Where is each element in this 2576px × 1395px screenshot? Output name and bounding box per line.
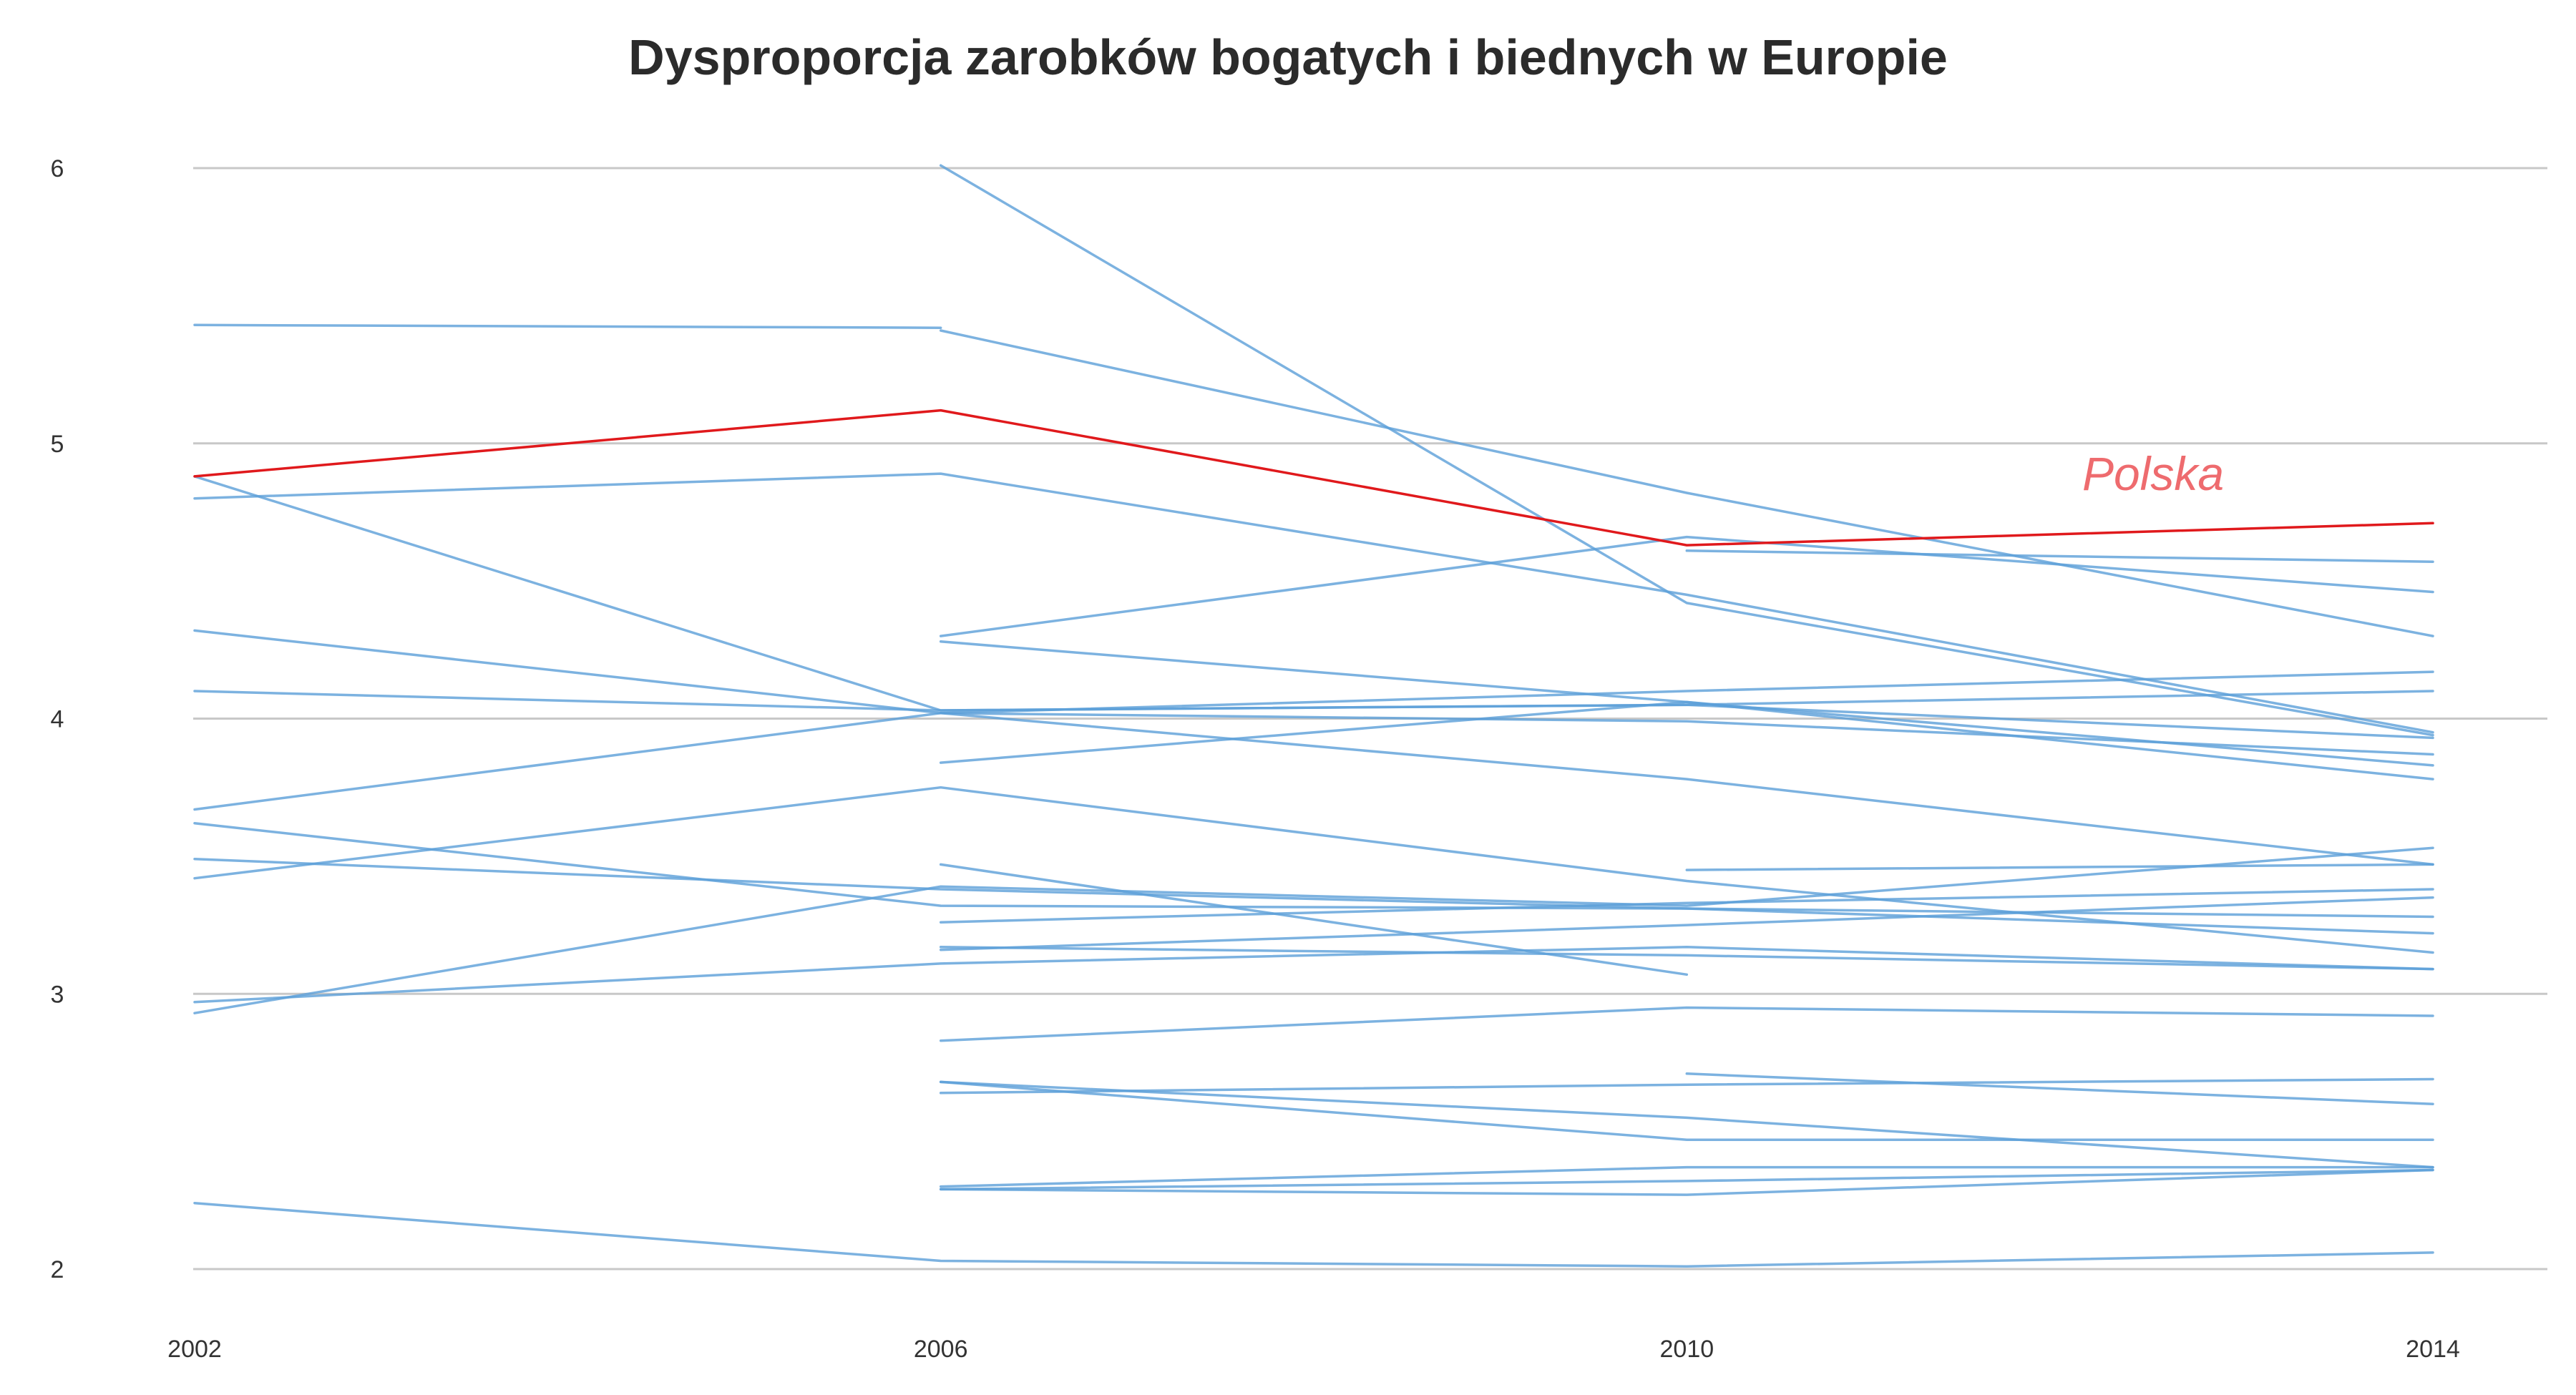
series-line [1685, 1072, 2434, 1105]
x-tick-label: 2014 [2406, 1336, 2460, 1363]
series-line [939, 712, 2434, 866]
series-line [193, 690, 2434, 712]
series-line [193, 785, 2434, 954]
series-line [193, 323, 942, 329]
series-line [193, 629, 2434, 756]
series-line [939, 535, 2434, 637]
series-line [1685, 549, 2434, 563]
x-tick-label: 2002 [167, 1336, 222, 1363]
series-line [939, 1080, 2434, 1141]
series-line [193, 857, 2434, 935]
series-line [193, 946, 2434, 1004]
y-tick-label: 6 [51, 155, 64, 182]
series-line [1685, 863, 2434, 871]
y-tick-label: 5 [51, 431, 64, 458]
series-line [193, 472, 2434, 734]
chart-title: Dysproporcja zarobków bogatych i biednyc… [628, 29, 1948, 85]
series-line [939, 888, 2434, 924]
series-line [939, 1006, 2434, 1042]
series-line [939, 896, 2434, 951]
series-line [193, 670, 2434, 811]
y-tick-label: 3 [51, 981, 64, 1008]
series-line-polska [193, 408, 2434, 547]
series-line [939, 1165, 2434, 1188]
series-line [193, 1201, 2434, 1268]
series-line [939, 1168, 2434, 1196]
series-layer [193, 164, 2434, 1268]
series-line [939, 640, 2434, 780]
series-line [939, 1080, 2434, 1169]
series-line [939, 1077, 2434, 1095]
x-tick-label: 2006 [914, 1336, 968, 1363]
series-line [939, 863, 1689, 976]
series-line [939, 164, 2434, 737]
y-tick-label: 2 [51, 1256, 64, 1283]
series-line [193, 846, 2434, 1014]
series-line [939, 700, 2434, 767]
annotation-label: Polska [2082, 447, 2224, 500]
x-axis-ticks: 2002 2006 2010 2014 [167, 1336, 2460, 1363]
y-tick-label: 4 [51, 706, 64, 733]
x-tick-label: 2010 [1660, 1336, 1714, 1363]
series-line [939, 946, 2434, 971]
series-line [939, 329, 2434, 637]
y-axis-ticks: 2 3 4 5 6 [51, 155, 64, 1283]
series-line [939, 1168, 2434, 1191]
series-line [193, 821, 2434, 919]
annotation-layer: Polska [2082, 447, 2224, 500]
